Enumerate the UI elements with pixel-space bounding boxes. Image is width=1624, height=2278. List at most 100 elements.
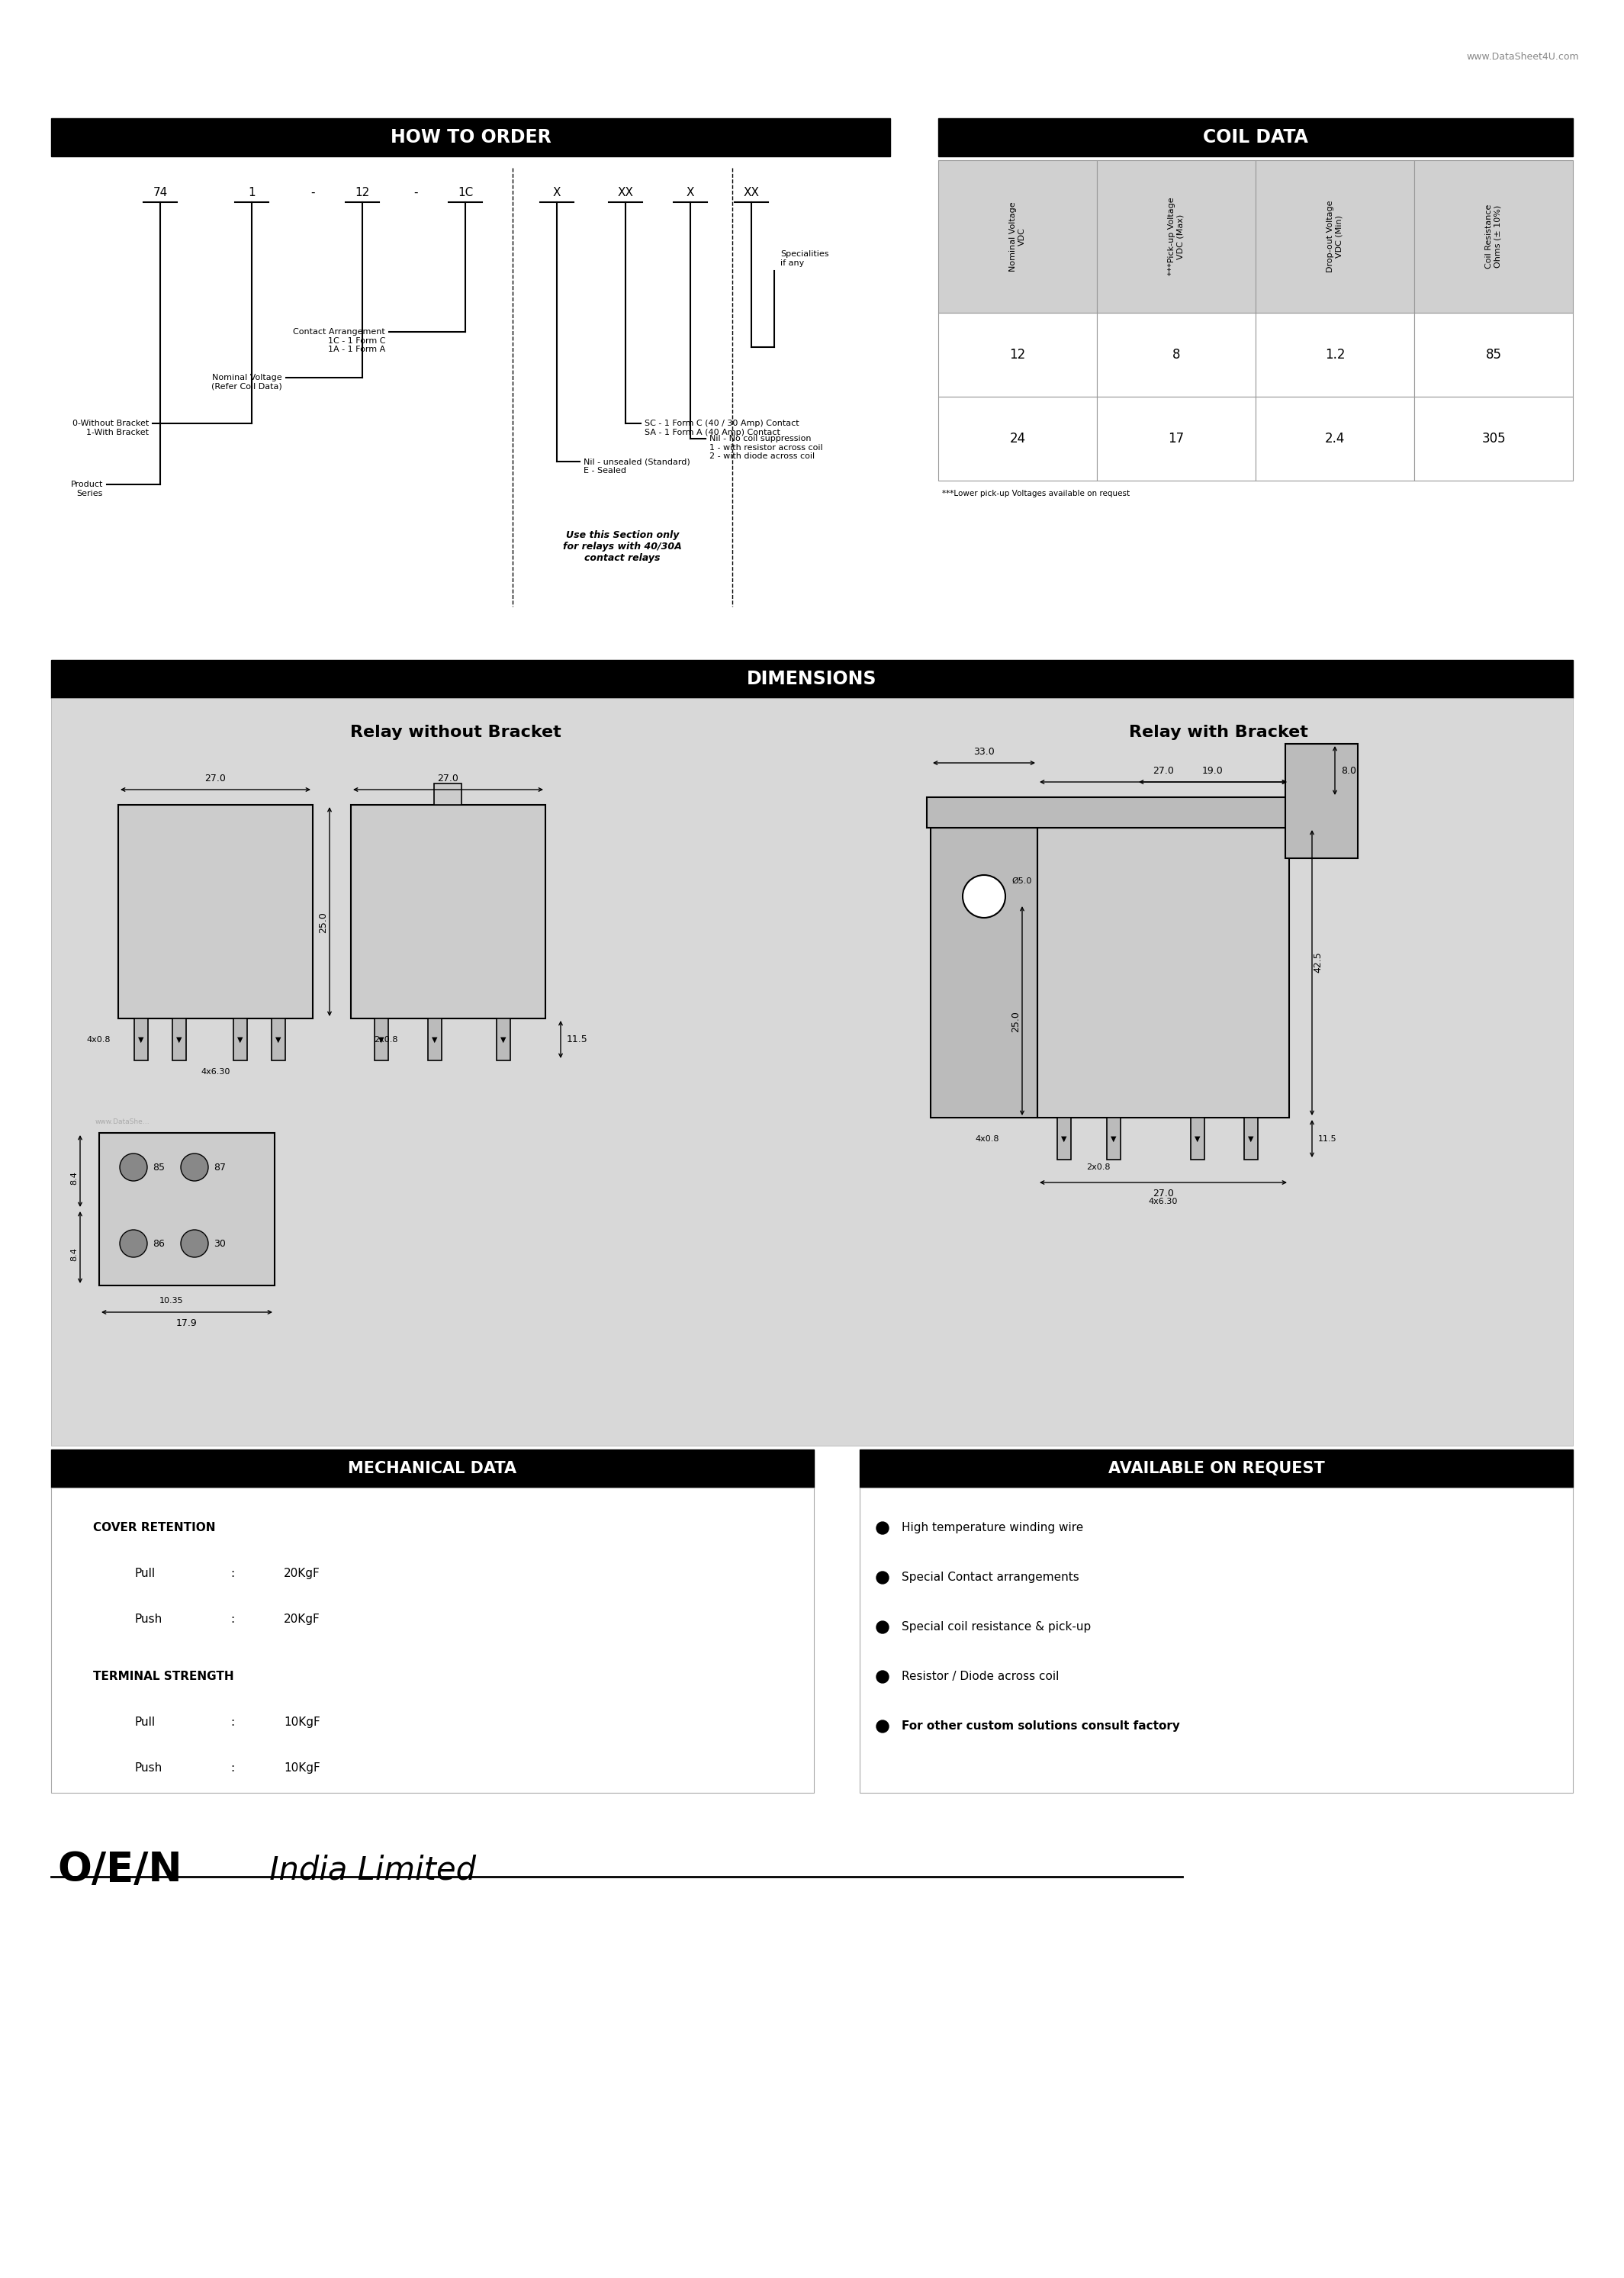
Text: 25.0: 25.0	[318, 911, 328, 934]
Text: DIMENSIONS: DIMENSIONS	[747, 670, 877, 688]
Bar	[1096, 159, 1255, 312]
Circle shape	[877, 1572, 888, 1583]
Text: ▼: ▼	[276, 1036, 281, 1043]
Text: Use this Section only
for relays with 40/30A
contact relays: Use this Section only for relays with 40…	[564, 531, 682, 563]
Bar	[1096, 396, 1255, 481]
Text: 2x0.8: 2x0.8	[374, 1036, 398, 1043]
Text: 4x6.30: 4x6.30	[1148, 1198, 1177, 1205]
Bar	[1108, 1118, 1121, 1160]
Text: 8.0: 8.0	[1341, 765, 1356, 775]
Text: Nil - No coil suppression
1 - with resistor across coil
2 - with diode across co: Nil - No coil suppression 1 - with resis…	[710, 435, 823, 460]
Text: 12: 12	[356, 187, 370, 198]
Text: 2x0.8: 2x0.8	[1086, 1164, 1111, 1171]
Text: 17: 17	[1168, 433, 1184, 446]
Bar	[1415, 312, 1574, 396]
Text: 33.0: 33.0	[973, 747, 994, 756]
Bar	[172, 1018, 187, 1062]
Text: 27.0: 27.0	[205, 775, 226, 784]
Text: TERMINAL STRENGTH: TERMINAL STRENGTH	[93, 1670, 234, 1681]
Text: 85: 85	[153, 1162, 164, 1173]
Text: 20KgF: 20KgF	[284, 1567, 320, 1579]
Circle shape	[120, 1153, 148, 1180]
Bar	[50, 697, 1574, 1447]
Text: X: X	[687, 187, 695, 198]
Text: COIL DATA: COIL DATA	[1203, 128, 1309, 146]
Text: 24: 24	[1010, 433, 1026, 446]
Text: Push: Push	[135, 1613, 162, 1624]
Bar	[859, 1449, 1574, 1488]
Text: 10KgF: 10KgF	[284, 1763, 320, 1775]
Text: -: -	[414, 187, 417, 198]
Text: O/E/N: O/E/N	[57, 1850, 182, 1891]
Text: Push: Push	[135, 1763, 162, 1775]
Text: ▼: ▼	[1060, 1134, 1067, 1144]
Text: 11.5: 11.5	[1319, 1134, 1337, 1144]
Text: 11.5: 11.5	[567, 1034, 588, 1043]
Bar	[99, 1132, 274, 1285]
Text: 8.4: 8.4	[70, 1248, 78, 1262]
Text: 27.0: 27.0	[1153, 765, 1174, 777]
Text: Drop-out Voltage
VDC (Min): Drop-out Voltage VDC (Min)	[1327, 200, 1343, 273]
Bar	[939, 396, 1096, 481]
Text: www.DataSheet4U.com: www.DataSheet4U.com	[1466, 52, 1579, 62]
Bar	[429, 1018, 442, 1062]
Text: 8.4: 8.4	[70, 1171, 78, 1185]
Text: 8: 8	[1173, 349, 1181, 362]
Bar	[434, 784, 461, 804]
Text: Nil - unsealed (Standard)
E - Sealed: Nil - unsealed (Standard) E - Sealed	[583, 458, 690, 474]
Text: COVER RETENTION: COVER RETENTION	[93, 1522, 216, 1533]
Text: Product
Series: Product Series	[71, 481, 102, 497]
Text: XX: XX	[617, 187, 633, 198]
Text: 4x0.8: 4x0.8	[86, 1036, 110, 1043]
Text: ▼: ▼	[138, 1036, 145, 1043]
Text: 20KgF: 20KgF	[284, 1613, 320, 1624]
Text: 87: 87	[214, 1162, 226, 1173]
Text: 305: 305	[1481, 433, 1505, 446]
Bar	[1255, 159, 1415, 312]
Text: 27.0: 27.0	[437, 775, 458, 784]
Circle shape	[877, 1622, 888, 1633]
Text: -: -	[310, 187, 315, 198]
Text: Contact Arrangement
1C - 1 Form C
1A - 1 Form A: Contact Arrangement 1C - 1 Form C 1A - 1…	[292, 328, 385, 353]
Text: www.DataShe…: www.DataShe…	[96, 1118, 149, 1125]
Text: 10KgF: 10KgF	[284, 1718, 320, 1729]
Text: Nominal Voltage
(Refer Coil Data): Nominal Voltage (Refer Coil Data)	[211, 374, 283, 390]
Text: ***Pick-up Voltage
VDC (Max): ***Pick-up Voltage VDC (Max)	[1168, 198, 1184, 276]
Text: Pull: Pull	[135, 1567, 156, 1579]
Bar	[1190, 1118, 1205, 1160]
Text: Specialities
if any: Specialities if any	[781, 251, 828, 267]
Text: Relay with Bracket: Relay with Bracket	[1129, 724, 1307, 740]
Text: Nominal Voltage
VDC: Nominal Voltage VDC	[1010, 200, 1026, 271]
Bar	[1285, 745, 1358, 859]
Circle shape	[877, 1720, 888, 1734]
Bar	[271, 1018, 286, 1062]
Text: AVAILABLE ON REQUEST: AVAILABLE ON REQUEST	[1108, 1460, 1325, 1476]
Text: ▼: ▼	[1111, 1134, 1117, 1144]
Text: 85: 85	[1486, 349, 1502, 362]
Circle shape	[180, 1230, 208, 1257]
Text: Special Contact arrangements: Special Contact arrangements	[901, 1572, 1080, 1583]
Text: 42.5: 42.5	[1314, 952, 1324, 973]
Bar	[939, 159, 1096, 312]
Text: For other custom solutions consult factory: For other custom solutions consult facto…	[901, 1720, 1181, 1731]
Bar	[351, 804, 546, 1018]
Bar	[1255, 312, 1415, 396]
Bar	[234, 1018, 247, 1062]
Text: :: :	[231, 1718, 234, 1729]
Text: India Limited: India Limited	[260, 1854, 476, 1886]
Text: 1C: 1C	[458, 187, 473, 198]
Text: High temperature winding wire: High temperature winding wire	[901, 1522, 1083, 1533]
Text: 30: 30	[214, 1239, 226, 1248]
Text: Pull: Pull	[135, 1718, 156, 1729]
Text: ▼: ▼	[1195, 1134, 1200, 1144]
Text: :: :	[231, 1613, 234, 1624]
Bar	[50, 118, 890, 157]
Bar	[939, 312, 1096, 396]
Text: Special coil resistance & pick-up: Special coil resistance & pick-up	[901, 1622, 1091, 1633]
Bar	[1244, 1118, 1259, 1160]
Text: 27.0: 27.0	[1153, 1189, 1174, 1198]
Text: 74: 74	[153, 187, 167, 198]
Bar	[1415, 159, 1574, 312]
Text: 17.9: 17.9	[177, 1319, 198, 1328]
Text: ▼: ▼	[500, 1036, 507, 1043]
